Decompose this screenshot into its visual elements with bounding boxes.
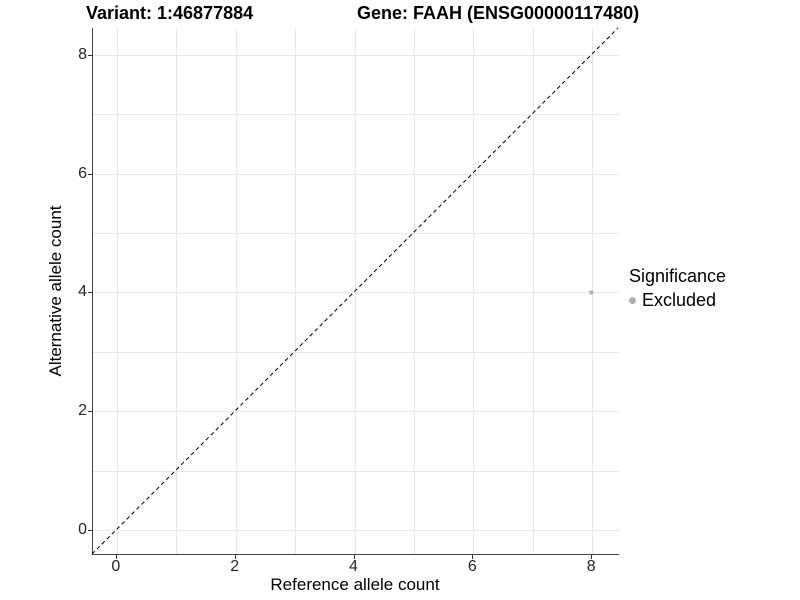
x-axis-tick — [353, 555, 355, 559]
gridline-horizontal — [93, 530, 619, 532]
gridline-horizontal — [93, 411, 619, 413]
gridline-horizontal — [93, 54, 619, 56]
legend-entry-label: Excluded — [642, 290, 717, 310]
y-axis-tick — [88, 411, 92, 413]
x-tick-label: 0 — [111, 558, 121, 575]
gridline-vertical — [176, 28, 178, 554]
y-tick-label: 0 — [78, 521, 87, 539]
x-tick-label: 2 — [230, 558, 240, 575]
gridline-vertical — [532, 28, 534, 554]
gridline-vertical — [235, 28, 237, 554]
legend-title: Significance — [629, 266, 727, 286]
y-tick-label: 2 — [78, 402, 87, 420]
gene-title: Gene: FAAH (ENSG00000117480) — [357, 3, 640, 23]
gridline-vertical — [473, 28, 475, 554]
gridline-horizontal — [93, 114, 619, 116]
gridline-vertical — [413, 28, 415, 554]
gridline-vertical — [295, 28, 297, 554]
x-tick-label: 4 — [349, 558, 358, 575]
gridline-horizontal — [93, 470, 619, 472]
identity-dashed-line — [91, 27, 619, 555]
y-axis-tick — [88, 530, 92, 532]
y-tick-label: 8 — [78, 45, 87, 63]
y-tick-label: 6 — [78, 164, 87, 182]
legend-entry-excluded: Excluded — [629, 290, 726, 311]
gridline-vertical — [116, 28, 118, 554]
x-tick-label: 6 — [467, 558, 477, 575]
x-tick-label: 8 — [586, 558, 596, 575]
gridline-horizontal — [93, 351, 619, 353]
y-tick-label: 4 — [78, 283, 87, 301]
legend: Significance Excluded — [629, 266, 726, 311]
gridline-horizontal — [93, 292, 619, 294]
x-axis-tick — [591, 555, 593, 559]
gridline-horizontal — [93, 233, 619, 235]
y-axis-tick — [88, 292, 92, 294]
y-axis-tick — [88, 54, 92, 56]
gridline-horizontal — [93, 173, 619, 175]
y-axis-tick — [88, 173, 92, 175]
x-axis-tick — [234, 555, 236, 559]
data-points-group — [588, 290, 594, 295]
x-axis-title: Reference allele count — [270, 575, 440, 594]
variant-title: Variant: 1:46877884 — [86, 3, 254, 23]
x-axis-tick — [115, 555, 117, 559]
x-axis-tick — [472, 555, 474, 559]
legend-point-icon — [629, 297, 636, 304]
data-point — [588, 290, 594, 295]
